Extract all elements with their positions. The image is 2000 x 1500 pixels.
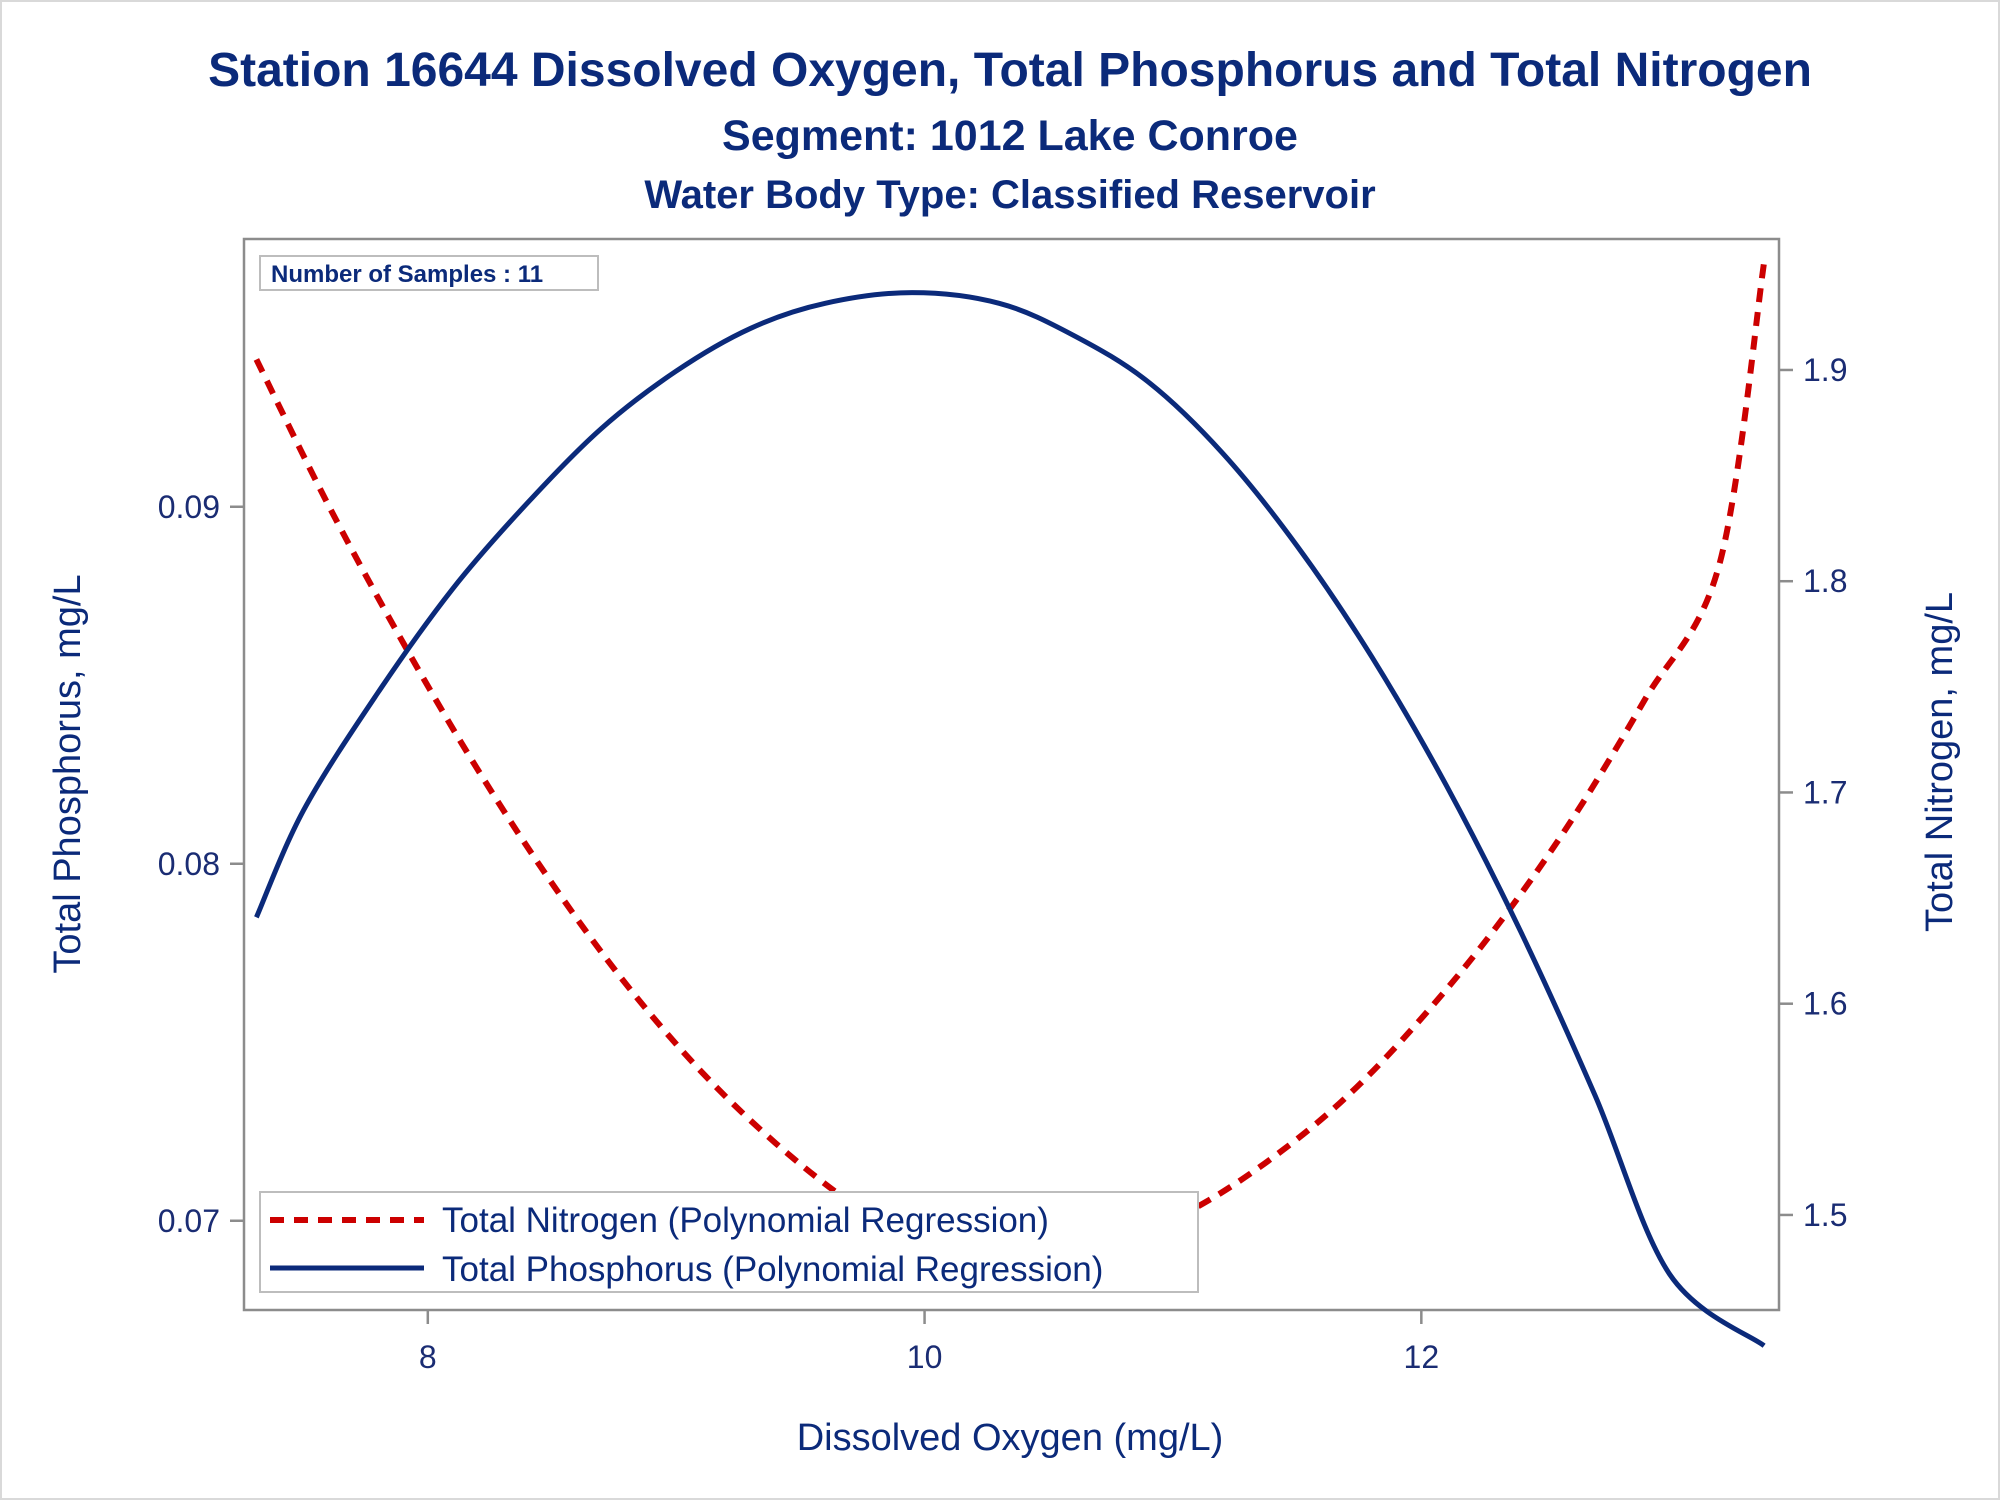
y-axis-right: 1.5 1.6 1.7 1.8 1.9: [1779, 352, 1847, 1233]
y-left-tick-label: 0.09: [158, 489, 220, 525]
legend: [259, 1191, 1199, 1293]
y-axis-right-label: Total Nitrogen, mg/L: [1919, 592, 1961, 932]
x-tick-label: 10: [907, 1339, 943, 1375]
sample-count-label: Number of Samples : 11: [271, 261, 543, 288]
y-left-tick-label: 0.07: [158, 1203, 220, 1239]
chart-subtitle: Segment: 1012 Lake Conroe: [722, 112, 1298, 160]
y-left-tick-label: 0.08: [158, 846, 220, 882]
total-phosphorus-line: [254, 290, 1766, 1348]
x-axis-label: Dissolved Oxygen (mg/L): [797, 1417, 1224, 1459]
y-axis-left: 0.07 0.08 0.09: [158, 489, 244, 1239]
y-right-tick-label: 1.8: [1803, 563, 1847, 599]
y-right-tick-label: 1.7: [1803, 774, 1847, 810]
legend-label-total-nitrogen: Total Nitrogen (Polynomial Regression): [442, 1201, 1049, 1240]
y-axis-left-label: Total Phosphorus, mg/L: [47, 574, 89, 973]
x-axis: 8 10 12: [419, 1310, 1439, 1375]
x-tick-label: 8: [419, 1339, 437, 1375]
chart-title: Station 16644 Dissolved Oxygen, Total Ph…: [208, 44, 1812, 97]
legend-label-total-phosphorus: Total Phosphorus (Polynomial Regression): [442, 1250, 1103, 1289]
chart-subtitle-2: Water Body Type: Classified Reservoir: [644, 173, 1375, 217]
y-right-tick-label: 1.5: [1803, 1197, 1847, 1233]
plot-area: [242, 237, 1781, 1312]
x-tick-label: 12: [1404, 1339, 1440, 1375]
sample-count-box: [259, 255, 599, 291]
y-right-tick-label: 1.9: [1803, 352, 1847, 388]
y-right-tick-label: 1.6: [1803, 986, 1847, 1022]
